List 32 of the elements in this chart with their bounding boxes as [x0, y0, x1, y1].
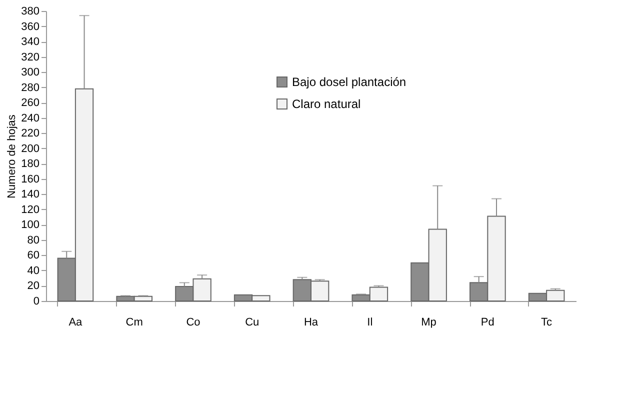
y-tick-label: 180: [21, 158, 40, 170]
y-tick-label: 220: [21, 128, 40, 140]
x-tick-label: Cu: [245, 316, 260, 328]
x-tick-label: Pd: [480, 316, 494, 328]
x-tick-label: Ha: [304, 316, 319, 328]
y-tick-label: 60: [27, 250, 40, 262]
y-tick-label: 0: [33, 296, 40, 308]
y-tick-label: 120: [21, 204, 40, 216]
x-tick-label: Aa: [68, 316, 84, 328]
x-tick-label: Co: [186, 316, 200, 328]
x-tick-label: Tc: [541, 316, 553, 328]
y-tick-label: 80: [27, 234, 40, 246]
y-tick-label: 260: [21, 97, 40, 110]
y-tick-label: 360: [21, 20, 40, 33]
y-tick-label: 320: [21, 51, 40, 64]
x-tick-label: Il: [367, 316, 373, 328]
y-tick-label: 20: [27, 280, 40, 292]
y-tick-label: 240: [21, 112, 40, 124]
legend-label: Claro natural: [292, 97, 361, 111]
legend-label: Bajo dosel plantación: [292, 75, 406, 89]
y-tick-label: 160: [21, 173, 40, 186]
y-tick-label: 200: [21, 142, 40, 155]
y-tick-label: 340: [21, 36, 40, 48]
x-tick-label: Cm: [126, 316, 143, 328]
y-tick-label: 300: [21, 66, 40, 79]
y-tick-label: 380: [21, 6, 40, 18]
y-tick-label: 100: [21, 219, 40, 232]
y-axis-title: Numero de hojas: [6, 114, 18, 198]
y-tick-label: 40: [27, 264, 40, 277]
y-tick-label: 280: [21, 82, 40, 94]
x-tick-label: Mp: [421, 316, 436, 328]
y-tick-label: 140: [21, 188, 40, 201]
